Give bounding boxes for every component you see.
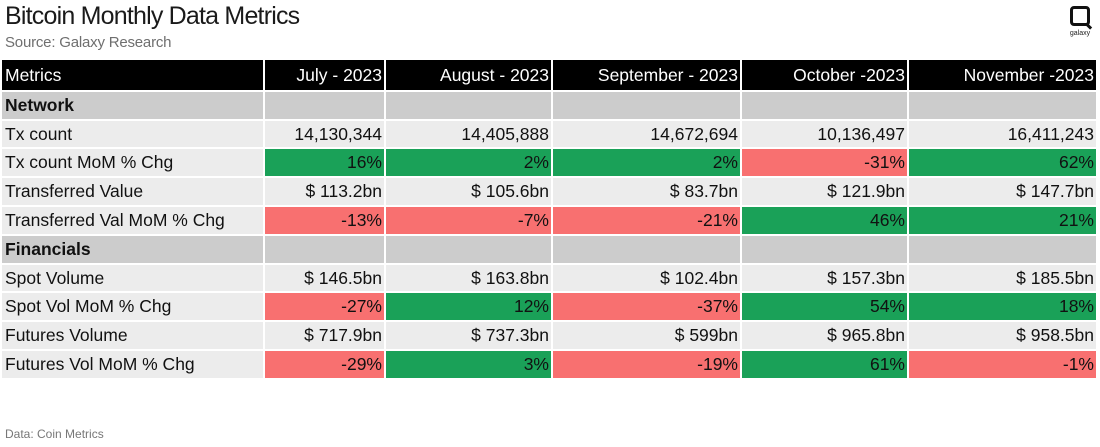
metric-value-cell: -27% (264, 292, 386, 322)
metric-value-cell: -29% (264, 350, 386, 380)
metric-value-cell: $ 717.9bn (264, 321, 386, 351)
metric-value-cell: $ 121.9bn (741, 177, 909, 207)
metric-value-cell: $ 146.5bn (264, 264, 386, 293)
metric-value-cell: -13% (264, 206, 386, 236)
metric-value-cell: 62% (908, 148, 1098, 178)
metric-value-cell: -21% (552, 206, 742, 236)
metric-value-cell: $ 737.3bn (385, 321, 553, 351)
metric-value-cell: 2% (385, 148, 553, 178)
column-header: July - 2023 (264, 60, 386, 92)
chart-title: Bitcoin Monthly Data Metrics (5, 2, 300, 30)
table-row: Tx count MoM % Chg 16% 2% 2% -31% 62% (2, 148, 1098, 178)
section-cell (908, 91, 1098, 121)
section-cell (385, 235, 553, 265)
metric-value-cell: 54% (741, 292, 909, 322)
metric-value-cell: 14,130,344 (264, 120, 386, 149)
metric-value-cell: -37% (552, 292, 742, 322)
column-header: Metrics (2, 60, 265, 92)
metric-label: Spot Volume (2, 264, 265, 293)
metric-label: Spot Vol MoM % Chg (2, 292, 265, 322)
table-row: Transferred Val MoM % Chg -13% -7% -21% 46% 2… (2, 206, 1098, 236)
logo-text: galaxy (1069, 30, 1091, 37)
metric-value-cell: $ 965.8bn (741, 321, 909, 351)
galaxy-logo: galaxy (1068, 6, 1092, 37)
section-cell (552, 235, 742, 265)
section-header-row: Network (2, 91, 1098, 121)
metric-value-cell: $ 147.7bn (908, 177, 1098, 207)
section-label: Network (2, 91, 265, 121)
section-header-row: Financials (2, 235, 1098, 265)
column-header: August - 2023 (385, 60, 553, 92)
metric-value-cell: $ 163.8bn (385, 264, 553, 293)
section-cell (552, 91, 742, 121)
section-cell (741, 235, 909, 265)
metric-value-cell: 61% (741, 350, 909, 380)
metric-value-cell: -31% (741, 148, 909, 178)
metric-value-cell: 46% (741, 206, 909, 236)
metric-value-cell: $ 157.3bn (741, 264, 909, 293)
metric-value-cell: $ 599bn (552, 321, 742, 351)
data-source-note: Data: Coin Metrics (5, 427, 104, 441)
metric-value-cell: 14,405,888 (385, 120, 553, 149)
metric-label: Tx count (2, 120, 265, 149)
column-header: September - 2023 (552, 60, 742, 92)
chart-subtitle: Source: Galaxy Research (5, 34, 172, 51)
metric-value-cell: 18% (908, 292, 1098, 322)
section-cell (264, 91, 386, 121)
metrics-table-body: Metrics July - 2023 August - 2023 Septem… (2, 60, 1098, 380)
metric-label: Transferred Value (2, 177, 265, 207)
table-row: Spot Volume $ 146.5bn $ 163.8bn $ 102.4bn $ … (2, 264, 1098, 293)
section-cell (741, 91, 909, 121)
section-cell (264, 235, 386, 265)
table-row: Transferred Value $ 113.2bn $ 105.6bn $ 83.… (2, 177, 1098, 207)
metric-value-cell: $ 102.4bn (552, 264, 742, 293)
metric-value-cell: 10,136,497 (741, 120, 909, 149)
galaxy-logo-icon (1070, 6, 1090, 26)
metric-value-cell: $ 113.2bn (264, 177, 386, 207)
table-row: Spot Vol MoM % Chg -27% 12% -37% 54% 18% (2, 292, 1098, 322)
metric-value-cell: -19% (552, 350, 742, 380)
metric-value-cell: 21% (908, 206, 1098, 236)
table-row: Futures Volume $ 717.9bn $ 737.3bn $ 599bn $… (2, 321, 1098, 351)
metric-value-cell: 12% (385, 292, 553, 322)
metric-value-cell: 16% (264, 148, 386, 178)
section-cell (385, 91, 553, 121)
section-label: Financials (2, 235, 265, 265)
metric-value-cell: 14,672,694 (552, 120, 742, 149)
column-header: October -2023 (741, 60, 909, 92)
metric-value-cell: 16,411,243 (908, 120, 1098, 149)
metric-label: Futures Volume (2, 321, 265, 351)
column-header: November -2023 (908, 60, 1098, 92)
section-cell (908, 235, 1098, 265)
metric-value-cell: $ 105.6bn (385, 177, 553, 207)
metric-value-cell: 2% (552, 148, 742, 178)
table-row: Tx count 14,130,344 14,405,888 14,672,694 10… (2, 120, 1098, 149)
metric-label: Futures Vol MoM % Chg (2, 350, 265, 380)
metric-value-cell: -7% (385, 206, 553, 236)
metric-value-cell: $ 185.5bn (908, 264, 1098, 293)
metric-label: Transferred Val MoM % Chg (2, 206, 265, 236)
metric-value-cell: 3% (385, 350, 553, 380)
metric-label: Tx count MoM % Chg (2, 148, 265, 178)
metric-value-cell: -1% (908, 350, 1098, 380)
metric-value-cell: $ 958.5bn (908, 321, 1098, 351)
table-header-row: Metrics July - 2023 August - 2023 Septem… (2, 60, 1098, 92)
metric-value-cell: $ 83.7bn (552, 177, 742, 207)
metrics-table: Metrics July - 2023 August - 2023 Septem… (2, 60, 1098, 380)
table-row: Futures Vol MoM % Chg -29% 3% -19% 61% -1% (2, 350, 1098, 380)
